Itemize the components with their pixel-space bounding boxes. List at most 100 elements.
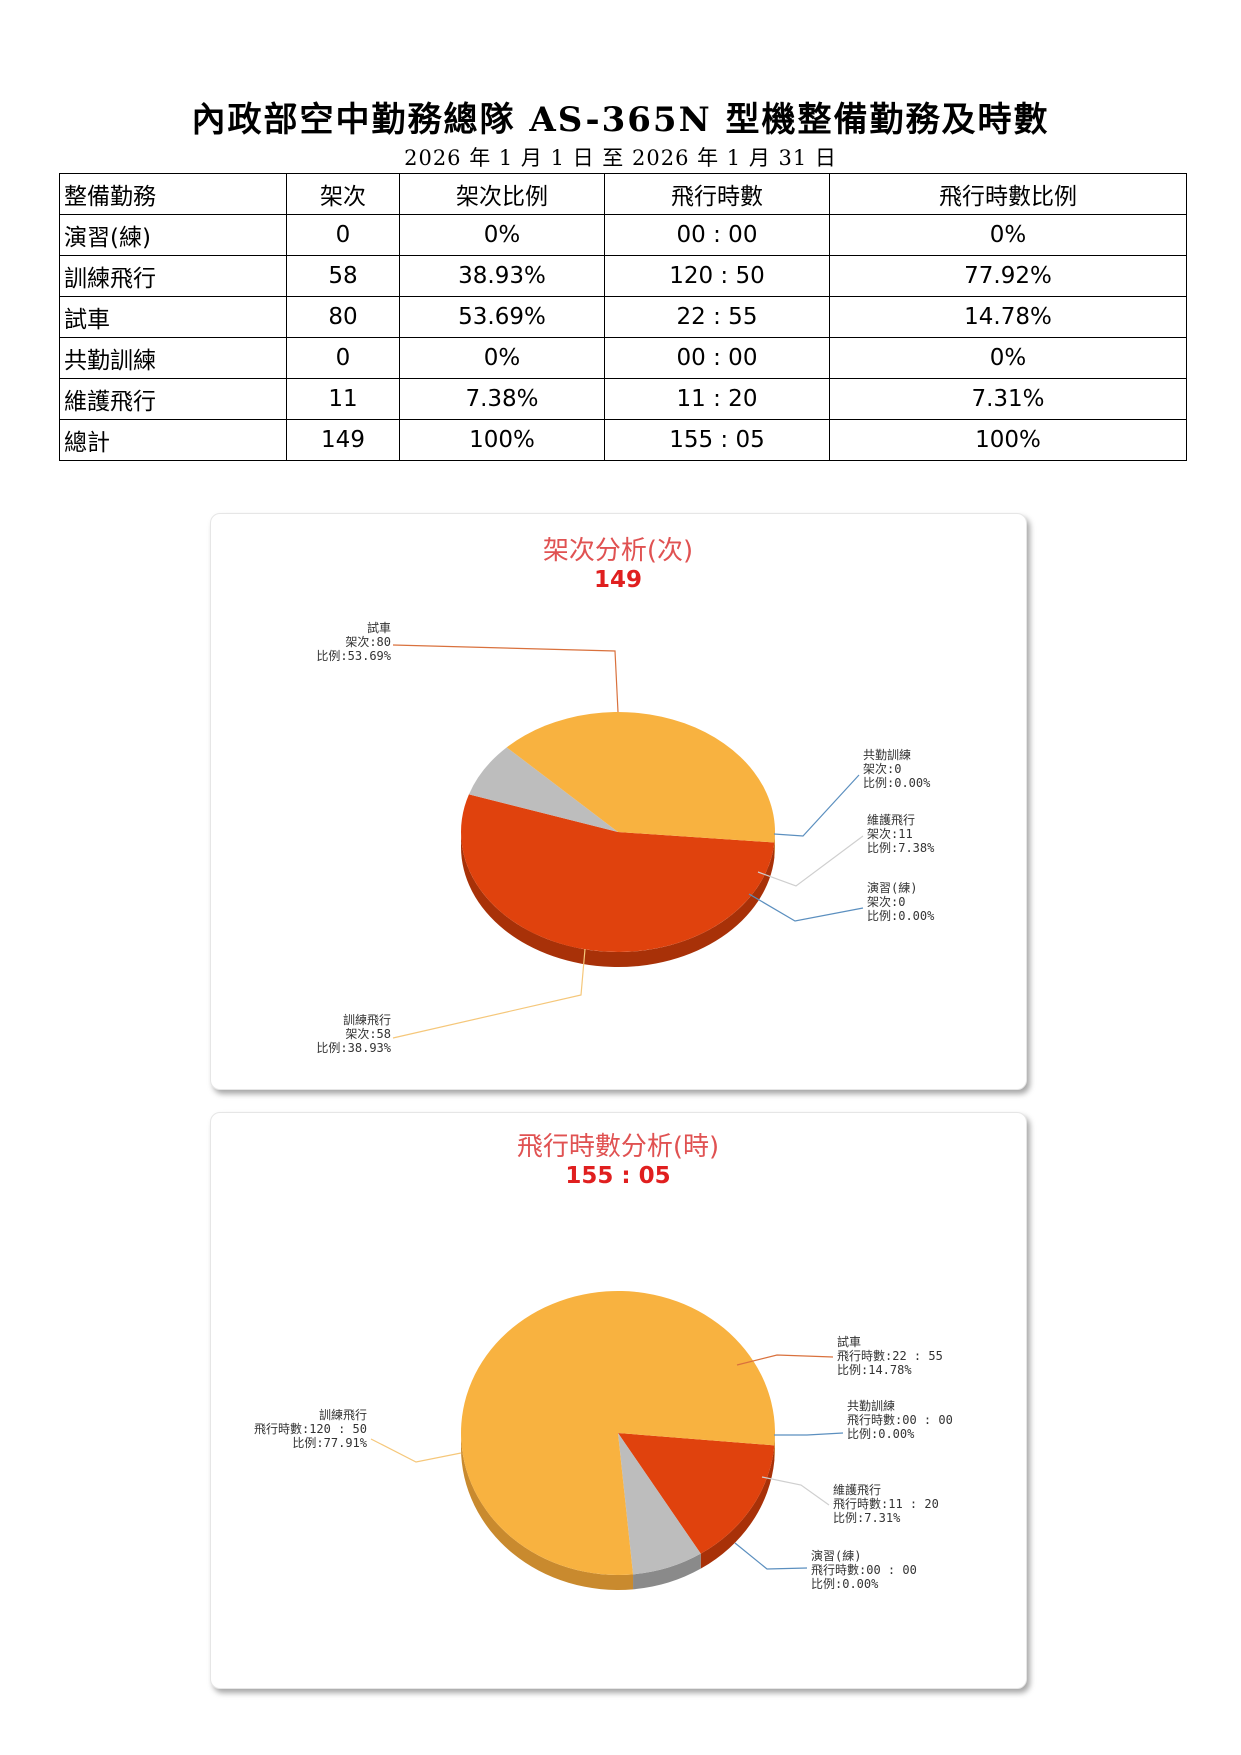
slice-label-試車: 試車 <box>837 1334 861 1349</box>
slice-label-訓練飛行: 訓練飛行 <box>343 1012 391 1027</box>
slice-label-試車: 比例:53.69% <box>316 649 391 663</box>
leader-line-試車 <box>736 1354 834 1366</box>
table-row: 演習(練) 0 0% 00 : 00 0% <box>59 214 1187 256</box>
pie-slice-維護飛行[interactable] <box>468 747 618 832</box>
slice-label-演習(練): 架次:0 <box>867 895 905 909</box>
chart-title: 架次分析(次) <box>543 536 693 566</box>
slice-label-維護飛行: 飛行時數:11 : 20 <box>833 1497 939 1511</box>
slice-label-共勤訓練: 比例:0.00% <box>863 776 931 790</box>
pie-slice-訓練飛行[interactable] <box>506 712 775 843</box>
slice-label-訓練飛行: 飛行時數:120 : 50 <box>254 1422 367 1436</box>
slice-label-演習(練): 演習(練) <box>867 880 917 895</box>
chart-total: 149 <box>594 567 642 593</box>
slice-label-維護飛行: 維護飛行 <box>833 1482 881 1497</box>
table-cell: 58 <box>286 255 400 297</box>
table-cell: 00 : 00 <box>604 214 830 256</box>
slice-label-演習(練): 比例:0.00% <box>867 909 935 923</box>
table-cell: 7.38% <box>399 378 605 420</box>
table-row: 試車 80 53.69% 22 : 55 14.78% <box>59 296 1187 338</box>
table-cell: 100% <box>829 419 1187 461</box>
chart-title: 飛行時數分析(時) <box>517 1132 719 1162</box>
table-cell: 0 <box>286 214 400 256</box>
table-cell: 共勤訓練 <box>59 337 287 379</box>
leader-line-維護飛行 <box>761 1476 830 1506</box>
pie-slice-試車[interactable] <box>618 1433 775 1554</box>
leader-line-維護飛行 <box>757 835 864 887</box>
leader-line-演習(練) <box>748 893 864 922</box>
slice-label-共勤訓練: 比例:0.00% <box>847 1427 915 1441</box>
slice-label-共勤訓練: 架次:0 <box>863 762 901 776</box>
slice-label-試車: 比例:14.78% <box>837 1363 912 1377</box>
slice-label-維護飛行: 架次:11 <box>867 827 913 841</box>
slice-label-試車: 架次:80 <box>345 635 391 649</box>
slice-label-共勤訓練: 共勤訓練 <box>863 747 911 762</box>
pie-slice-試車[interactable] <box>461 794 775 952</box>
leader-line-演習(練) <box>734 1542 808 1570</box>
table-cell: 22 : 55 <box>604 296 830 338</box>
pie-slice-維護飛行[interactable] <box>618 1433 701 1575</box>
table-cell: 149 <box>286 419 400 461</box>
table-cell: 0% <box>829 337 1187 379</box>
slice-label-維護飛行: 比例:7.31% <box>833 1511 901 1525</box>
table-cell: 維護飛行 <box>59 378 287 420</box>
slice-label-共勤訓練: 共勤訓練 <box>847 1398 895 1413</box>
leader-line-共勤訓練 <box>773 774 860 837</box>
slice-label-維護飛行: 比例:7.38% <box>867 841 935 855</box>
hours-chart-card: 飛行時數分析(時) 155 : 05 試車 飛行時數:22 : 55 比例:14.7… <box>210 1112 1027 1689</box>
table-header-row: 整備勤務 架次 架次比例 飛行時數 飛行時數比例 <box>59 173 1187 215</box>
header-cell: 架次 <box>286 173 400 215</box>
slice-label-訓練飛行: 比例:38.93% <box>316 1041 391 1055</box>
table-cell: 38.93% <box>399 255 605 297</box>
table-cell: 155 : 05 <box>604 419 830 461</box>
table-cell: 14.78% <box>829 296 1187 338</box>
sortie-chart-card: 架次分析(次) 149 試車 架次:80 比例:53.69% 共勤訓練 架次:0 比例:0… <box>210 513 1027 1090</box>
table-cell: 0% <box>399 214 605 256</box>
table-cell: 0% <box>399 337 605 379</box>
table-cell: 11 <box>286 378 400 420</box>
slice-label-訓練飛行: 比例:77.91% <box>292 1436 367 1450</box>
table-cell: 100% <box>399 419 605 461</box>
leader-line-試車 <box>392 644 619 713</box>
table-cell: 00 : 00 <box>604 337 830 379</box>
leader-line-訓練飛行 <box>370 1438 462 1463</box>
header-cell: 整備勤務 <box>59 173 287 215</box>
slice-label-演習(練): 比例:0.00% <box>811 1577 879 1591</box>
header-cell: 架次比例 <box>399 173 605 215</box>
pie-side-試車 <box>700 1445 775 1569</box>
pie-side-訓練飛行 <box>774 832 775 858</box>
table-cell: 11 : 20 <box>604 378 830 420</box>
slice-label-維護飛行: 維護飛行 <box>867 812 915 827</box>
table-row: 維護飛行 11 7.38% 11 : 20 7.31% <box>59 378 1187 420</box>
pie-side-維護飛行 <box>633 1553 701 1590</box>
slice-label-試車: 試車 <box>367 620 391 635</box>
pie-side <box>461 832 775 968</box>
pie-slice-訓練飛行[interactable] <box>461 1291 775 1575</box>
table-cell: 80 <box>286 296 400 338</box>
table-cell: 120 : 50 <box>604 255 830 297</box>
table-cell: 53.69% <box>399 296 605 338</box>
summary-table: 整備勤務 架次 架次比例 飛行時數 飛行時數比例 演習(練) 0 0% 00 :… <box>59 173 1187 461</box>
slice-label-共勤訓練: 飛行時數:00 : 00 <box>847 1413 953 1427</box>
slice-label-訓練飛行: 訓練飛行 <box>319 1407 367 1422</box>
table-row: 共勤訓練 0 0% 00 : 00 0% <box>59 337 1187 379</box>
table-cell: 0 <box>286 337 400 379</box>
table-cell: 演習(練) <box>59 214 287 256</box>
pie-side-訓練飛行 <box>774 1433 775 1461</box>
table-cell: 0% <box>829 214 1187 256</box>
report-date-range: 2026 年 1 月 1 日 至 2026 年 1 月 31 日 <box>404 146 837 170</box>
slice-label-試車: 飛行時數:22 : 55 <box>837 1349 943 1363</box>
report-title: 內政部空中勤務總隊 AS-365N 型機整備勤務及時數 <box>191 100 1050 140</box>
table-row: 總計 149 100% 155 : 05 100% <box>59 419 1187 461</box>
header-cell: 飛行時數比例 <box>829 173 1187 215</box>
table-cell: 訓練飛行 <box>59 255 287 297</box>
table-row: 訓練飛行 58 38.93% 120 : 50 77.92% <box>59 255 1187 297</box>
sortie-pie-chart: 架次分析(次) 149 試車架次:80比例:53.69%共勤訓練架次:0比例:0… <box>316 536 935 1055</box>
pie-side <box>461 1433 775 1590</box>
leader-line-共勤訓練 <box>774 1432 844 1436</box>
table-cell: 試車 <box>59 296 287 338</box>
slice-label-訓練飛行: 架次:58 <box>345 1027 391 1041</box>
slice-label-演習(練): 飛行時數:00 : 00 <box>811 1563 917 1577</box>
table-cell: 77.92% <box>829 255 1187 297</box>
header-cell: 飛行時數 <box>604 173 830 215</box>
